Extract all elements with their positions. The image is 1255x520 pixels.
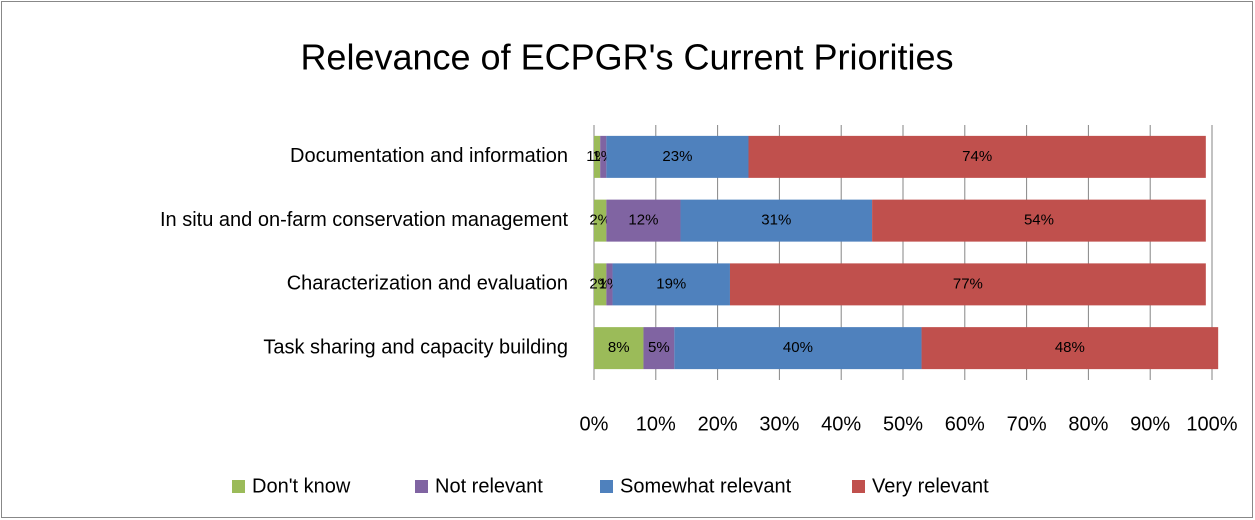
x-tick-label: 90% — [1130, 413, 1170, 435]
x-tick-label: 10% — [636, 413, 676, 435]
x-tick-label: 50% — [883, 413, 923, 435]
bar-segment — [594, 327, 644, 370]
bar-segment — [612, 263, 730, 306]
category-label: In situ and on-farm conservation managem… — [160, 209, 568, 231]
category-label: Documentation and information — [290, 145, 568, 167]
legend-swatch — [852, 480, 865, 493]
legend-label: Don't know — [252, 475, 351, 497]
category-label: Task sharing and capacity building — [263, 336, 568, 358]
x-tick-label: 60% — [945, 413, 985, 435]
x-tick-label: 40% — [821, 413, 861, 435]
bar-segment — [643, 327, 675, 370]
data-label: 23% — [662, 148, 692, 165]
x-tick-label: 20% — [698, 413, 738, 435]
data-label: 31% — [761, 212, 791, 229]
bar-segment — [674, 327, 922, 370]
bar-segment — [729, 263, 1206, 306]
data-label: 48% — [1055, 339, 1085, 356]
bar-segment — [606, 199, 681, 242]
bar-segment — [606, 135, 749, 178]
data-label: 2% — [589, 212, 611, 229]
x-tick-label: 0% — [580, 413, 609, 435]
bar-segment — [748, 135, 1206, 178]
data-label: 40% — [783, 339, 813, 356]
data-label: 5% — [648, 339, 670, 356]
bar-segment — [921, 327, 1219, 370]
x-tick-label: 100% — [1186, 413, 1237, 435]
data-label: 12% — [628, 212, 658, 229]
category-label: Characterization and evaluation — [287, 273, 568, 295]
data-label: 77% — [953, 275, 983, 292]
bar-segment — [606, 263, 613, 306]
legend-label: Not relevant — [435, 475, 543, 497]
data-label: 74% — [962, 148, 992, 165]
chart-title: Relevance of ECPGR's Current Priorities — [300, 37, 953, 78]
x-tick-label: 80% — [1068, 413, 1108, 435]
x-tick-label: 70% — [1007, 413, 1047, 435]
bar-segment — [594, 135, 601, 178]
data-label: 8% — [608, 339, 630, 356]
data-label: 19% — [656, 275, 686, 292]
bar-segment — [594, 263, 607, 306]
data-label: 2% — [589, 275, 611, 292]
legend-label: Very relevant — [872, 475, 989, 497]
bar-segment — [680, 199, 873, 242]
legend-label: Somewhat relevant — [620, 475, 792, 497]
legend-swatch — [415, 480, 428, 493]
bar-segment — [600, 135, 607, 178]
data-label: 54% — [1024, 212, 1054, 229]
legend-swatch — [232, 480, 245, 493]
bar-segment — [872, 199, 1206, 242]
x-tick-label: 30% — [759, 413, 799, 435]
bar-segment — [594, 199, 607, 242]
legend-swatch — [600, 480, 613, 493]
